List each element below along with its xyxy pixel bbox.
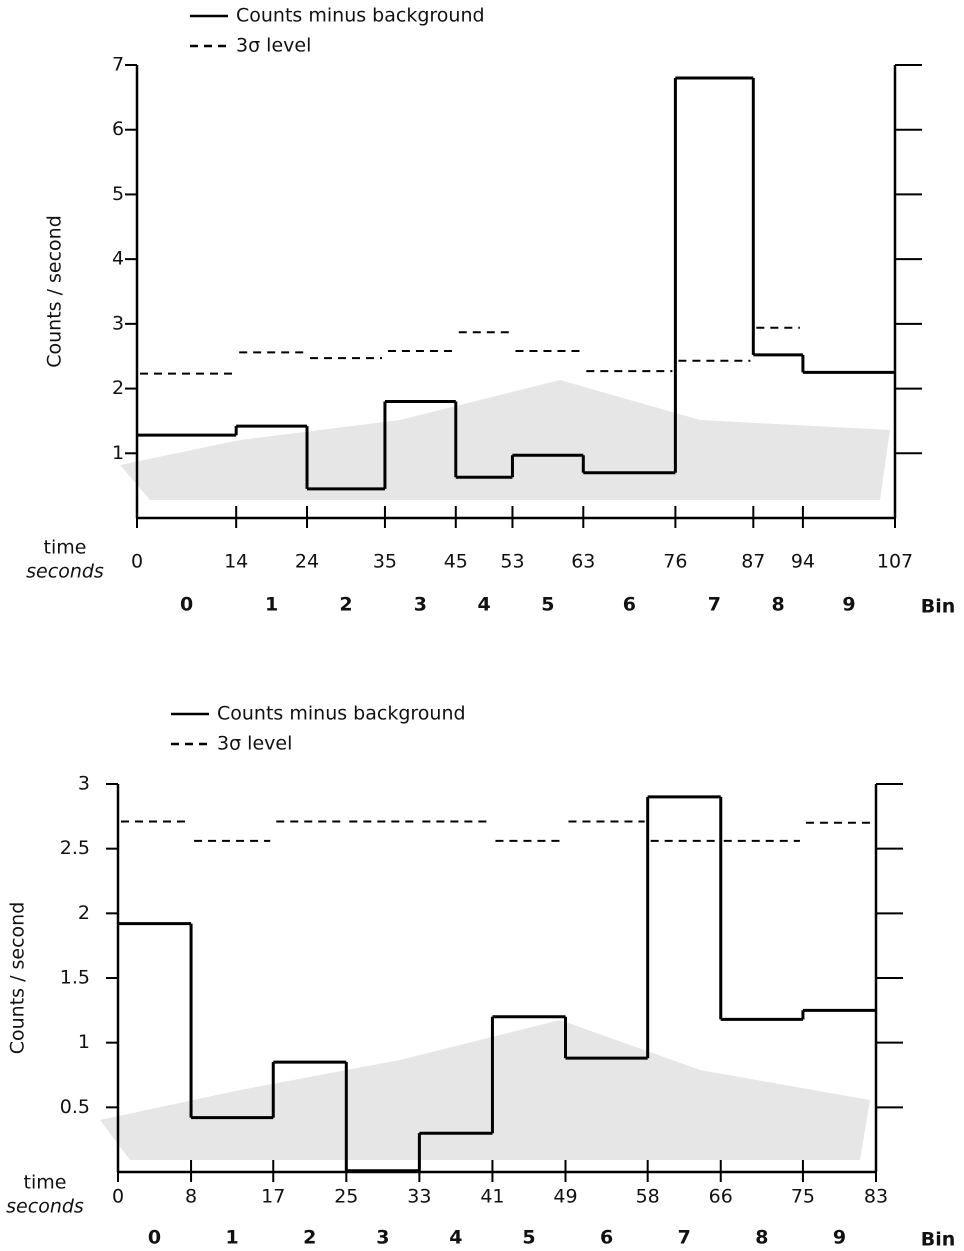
legend-label: Counts minus background — [236, 5, 485, 27]
y-tick-label: 7 — [112, 54, 124, 76]
x-axis-label: time — [24, 1172, 67, 1194]
bin-label: 4 — [449, 1227, 462, 1249]
bin-label: 0 — [180, 594, 193, 616]
bin-label: 8 — [755, 1227, 768, 1249]
x-axis-unit: seconds — [6, 1196, 84, 1218]
y-tick-label: 2 — [78, 902, 90, 924]
y-tick-label: 4 — [112, 248, 124, 270]
x-tick-label: 17 — [261, 1186, 285, 1208]
bin-label: 5 — [541, 594, 554, 616]
x-tick-label: 107 — [877, 551, 913, 573]
x-tick-label: 24 — [295, 551, 319, 573]
legend-label: 3σ level — [217, 733, 292, 755]
y-tick-label: 6 — [112, 118, 124, 140]
x-tick-label: 41 — [480, 1186, 504, 1208]
x-tick-label: 35 — [373, 551, 397, 573]
y-tick-label: 3 — [112, 312, 124, 334]
y-tick-label: 2 — [112, 377, 124, 399]
x-tick-label: 25 — [334, 1186, 358, 1208]
x-tick-label: 45 — [444, 551, 468, 573]
y-tick-label: 5 — [112, 183, 124, 205]
x-tick-label: 75 — [791, 1186, 815, 1208]
bin-label: 6 — [623, 594, 636, 616]
x-tick-label: 83 — [864, 1186, 888, 1208]
bin-axis-label: Bin — [921, 1229, 956, 1251]
y-tick-label: 1 — [112, 442, 124, 464]
bin-label: 5 — [522, 1227, 535, 1249]
x-tick-label: 0 — [112, 1186, 124, 1208]
x-tick-label: 0 — [131, 551, 143, 573]
ship-backdrop — [100, 380, 890, 1160]
x-tick-label: 58 — [636, 1186, 660, 1208]
y-tick-label: 1 — [78, 1031, 90, 1053]
bin-label: 7 — [708, 594, 721, 616]
bin-label: 3 — [414, 594, 427, 616]
x-tick-label: 53 — [500, 551, 524, 573]
legend-label: 3σ level — [236, 35, 311, 57]
x-tick-label: 66 — [709, 1186, 733, 1208]
bin-label: 0 — [148, 1227, 161, 1249]
bin-label: 9 — [842, 594, 855, 616]
x-tick-label: 76 — [663, 551, 687, 573]
bin-label: 4 — [478, 594, 491, 616]
x-tick-label: 63 — [571, 551, 595, 573]
bin-label: 3 — [376, 1227, 389, 1249]
y-tick-label: 2.5 — [60, 837, 90, 859]
bin-label: 1 — [226, 1227, 239, 1249]
y-tick-label: 1.5 — [60, 967, 90, 989]
bin-label: 8 — [771, 594, 784, 616]
bin-label: 6 — [600, 1227, 613, 1249]
y-tick-label: 0.5 — [60, 1096, 90, 1118]
x-tick-label: 33 — [407, 1186, 431, 1208]
x-tick-label: 14 — [224, 551, 248, 573]
y-axis-label: Counts / second — [44, 215, 66, 368]
x-tick-label: 49 — [553, 1186, 577, 1208]
x-axis-unit: seconds — [26, 561, 104, 583]
bin-label: 2 — [339, 594, 352, 616]
y-tick-label: 3 — [78, 773, 90, 795]
legend-label: Counts minus background — [217, 703, 466, 725]
x-tick-label: 8 — [185, 1186, 197, 1208]
bin-label: 9 — [833, 1227, 846, 1249]
x-axis-label: time — [44, 537, 87, 559]
x-tick-label: 94 — [791, 551, 815, 573]
bin-label: 7 — [678, 1227, 691, 1249]
bin-label: 2 — [303, 1227, 316, 1249]
y-axis-label: Counts / second — [7, 902, 29, 1055]
bin-label: 1 — [265, 594, 278, 616]
x-tick-label: 87 — [741, 551, 765, 573]
bin-axis-label: Bin — [921, 596, 956, 618]
